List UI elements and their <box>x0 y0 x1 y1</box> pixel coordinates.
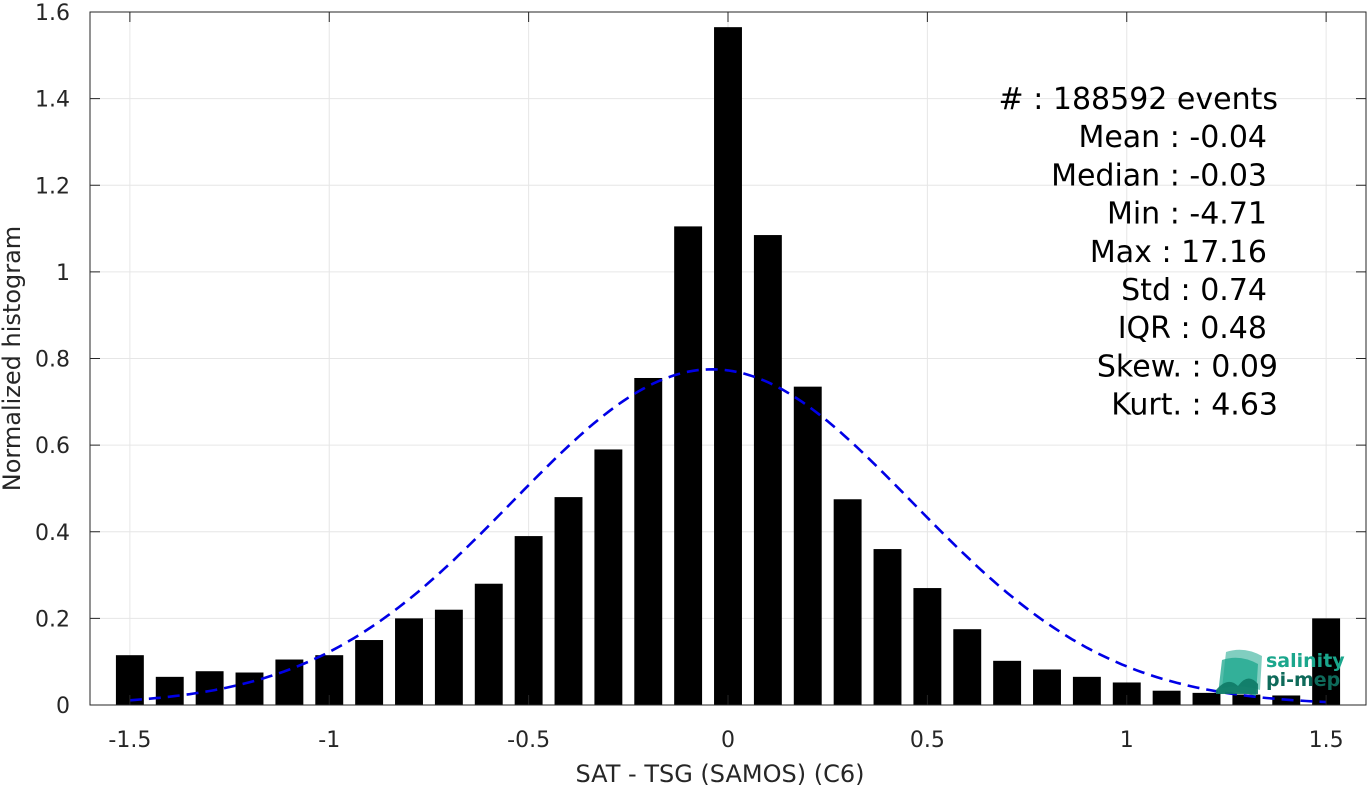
histogram-bar <box>554 497 583 705</box>
x-tick-label: -1.5 <box>108 728 151 753</box>
histogram-bar <box>1033 669 1061 705</box>
y-tick-label: 0.6 <box>35 434 70 459</box>
y-tick-label: 1 <box>56 261 70 286</box>
x-tick-label: 0.5 <box>910 728 945 753</box>
histogram-bar <box>474 583 503 705</box>
y-tick-label: 1.2 <box>35 174 70 199</box>
histogram-bar <box>395 618 423 705</box>
stat-line: Max : 17.16 <box>1090 235 1267 270</box>
histogram-bar <box>993 660 1022 705</box>
histogram-bar <box>235 672 264 705</box>
histogram-bar <box>1112 682 1141 705</box>
histogram-bar <box>674 226 703 705</box>
histogram-bar <box>155 676 184 705</box>
logo-text-salinity: salinity <box>1266 650 1345 672</box>
x-tick-label: 1.5 <box>1309 728 1344 753</box>
histogram-bar <box>594 449 623 705</box>
histogram-bar <box>753 235 782 705</box>
y-tick-label: 0.8 <box>35 348 70 373</box>
histogram-bar <box>1072 676 1101 705</box>
y-axis-label: Normalized histogram <box>0 226 26 491</box>
logo-text-pimep: pi-mep <box>1266 669 1340 691</box>
y-tick-label: 0 <box>56 694 70 719</box>
tick-labels: -1.5 -1 -0.5 0 0.5 1 1.5 0 0.2 0.4 0.6 0.8 1 1.2 1.4 1.… <box>35 1 1344 753</box>
histogram-bar <box>634 377 663 705</box>
histogram-bar <box>873 549 902 705</box>
stat-line: Skew. : 0.09 <box>1097 349 1278 384</box>
histogram-bar <box>514 536 543 705</box>
stat-line: # : 188592 events <box>999 82 1278 117</box>
histogram-bar <box>1192 692 1221 705</box>
y-tick-label: 1.4 <box>35 88 70 113</box>
stat-line: IQR : 0.48 <box>1118 311 1267 346</box>
histogram-bar <box>913 588 942 705</box>
wave-logo-icon <box>1216 649 1262 696</box>
salinity-pi-mep-logo: salinity pi-mep <box>1216 649 1345 696</box>
histogram-bars <box>115 27 1341 706</box>
histogram-bar <box>833 499 862 705</box>
histogram-bar <box>355 640 384 705</box>
stat-line: Std : 0.74 <box>1121 273 1267 308</box>
y-tick-label: 0.2 <box>35 607 70 632</box>
x-tick-label: -0.5 <box>507 728 550 753</box>
histogram-bar <box>195 671 224 705</box>
stat-line: Median : -0.03 <box>1051 158 1267 193</box>
stat-line: Mean : -0.04 <box>1078 120 1267 155</box>
histogram-bar <box>1312 618 1341 705</box>
histogram-bar <box>714 27 742 706</box>
y-tick-label: 0.4 <box>35 521 70 546</box>
histogram-bar <box>1152 690 1181 705</box>
stat-line: Kurt. : 4.63 <box>1111 388 1278 423</box>
stat-line: Min : -4.71 <box>1107 197 1267 232</box>
x-tick-label: 1 <box>1120 728 1134 753</box>
histogram-bar <box>434 609 463 705</box>
axis-ticks <box>90 11 1366 706</box>
histogram-bar <box>953 629 982 705</box>
histogram-bar <box>1232 694 1261 705</box>
x-tick-label: -1 <box>318 728 340 753</box>
y-tick-label: 1.6 <box>35 1 70 26</box>
gaussian-fit-curve <box>129 367 1327 704</box>
x-tick-label: 0 <box>721 728 735 753</box>
x-axis-label: SAT - TSG (SAMOS) (C6) <box>576 760 865 785</box>
histogram-bar <box>793 386 822 705</box>
